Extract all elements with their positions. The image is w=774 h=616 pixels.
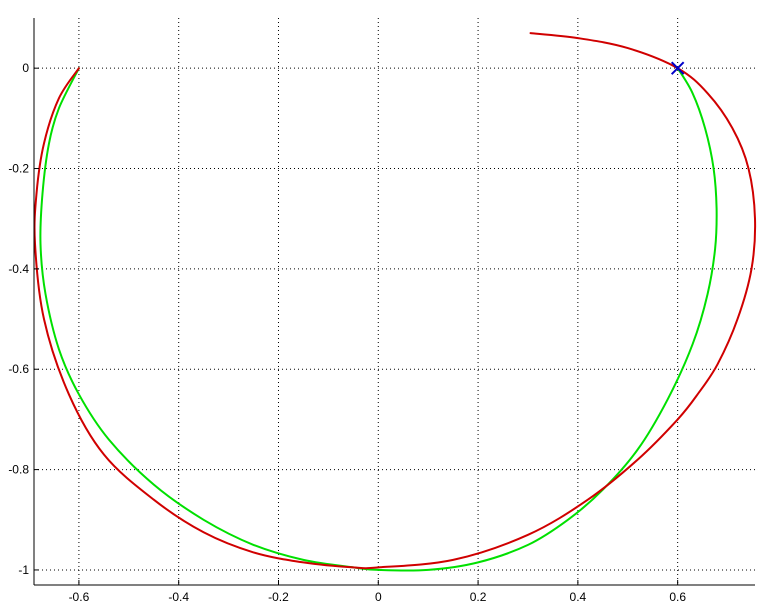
x-tick-label: -0.2 bbox=[268, 590, 289, 604]
y-tick-label: 0 bbox=[22, 61, 29, 75]
x-tick-label: 0.6 bbox=[669, 590, 686, 604]
y-tick-label: -0.2 bbox=[8, 162, 29, 176]
axes bbox=[33, 18, 755, 586]
x-tick-label: -0.6 bbox=[69, 590, 90, 604]
series-group bbox=[33, 32, 757, 572]
y-tick-label: -0.6 bbox=[8, 362, 29, 376]
y-tick-labels: 0 -0.2 -0.4 -0.6 -0.8 -1 bbox=[8, 61, 29, 577]
x-marker-stroke bbox=[670, 61, 685, 75]
x-tick-label: 0 bbox=[375, 590, 382, 604]
x-tick-label: 0.2 bbox=[470, 590, 487, 604]
marker-group bbox=[670, 61, 685, 75]
x-tick-label: 0.4 bbox=[570, 590, 587, 604]
x-tick-label: -0.4 bbox=[168, 590, 189, 604]
y-tick-label: -0.8 bbox=[8, 463, 29, 477]
grid bbox=[34, 18, 755, 585]
series-line-2 bbox=[33, 32, 757, 570]
series-line-1 bbox=[39, 67, 718, 572]
x-marker bbox=[670, 61, 685, 75]
y-tick-label: -0.4 bbox=[8, 262, 29, 276]
x-tick-labels: -0.6 -0.4 -0.2 0 0.2 0.4 0.6 bbox=[69, 590, 687, 604]
y-tick-label: -1 bbox=[18, 563, 29, 577]
